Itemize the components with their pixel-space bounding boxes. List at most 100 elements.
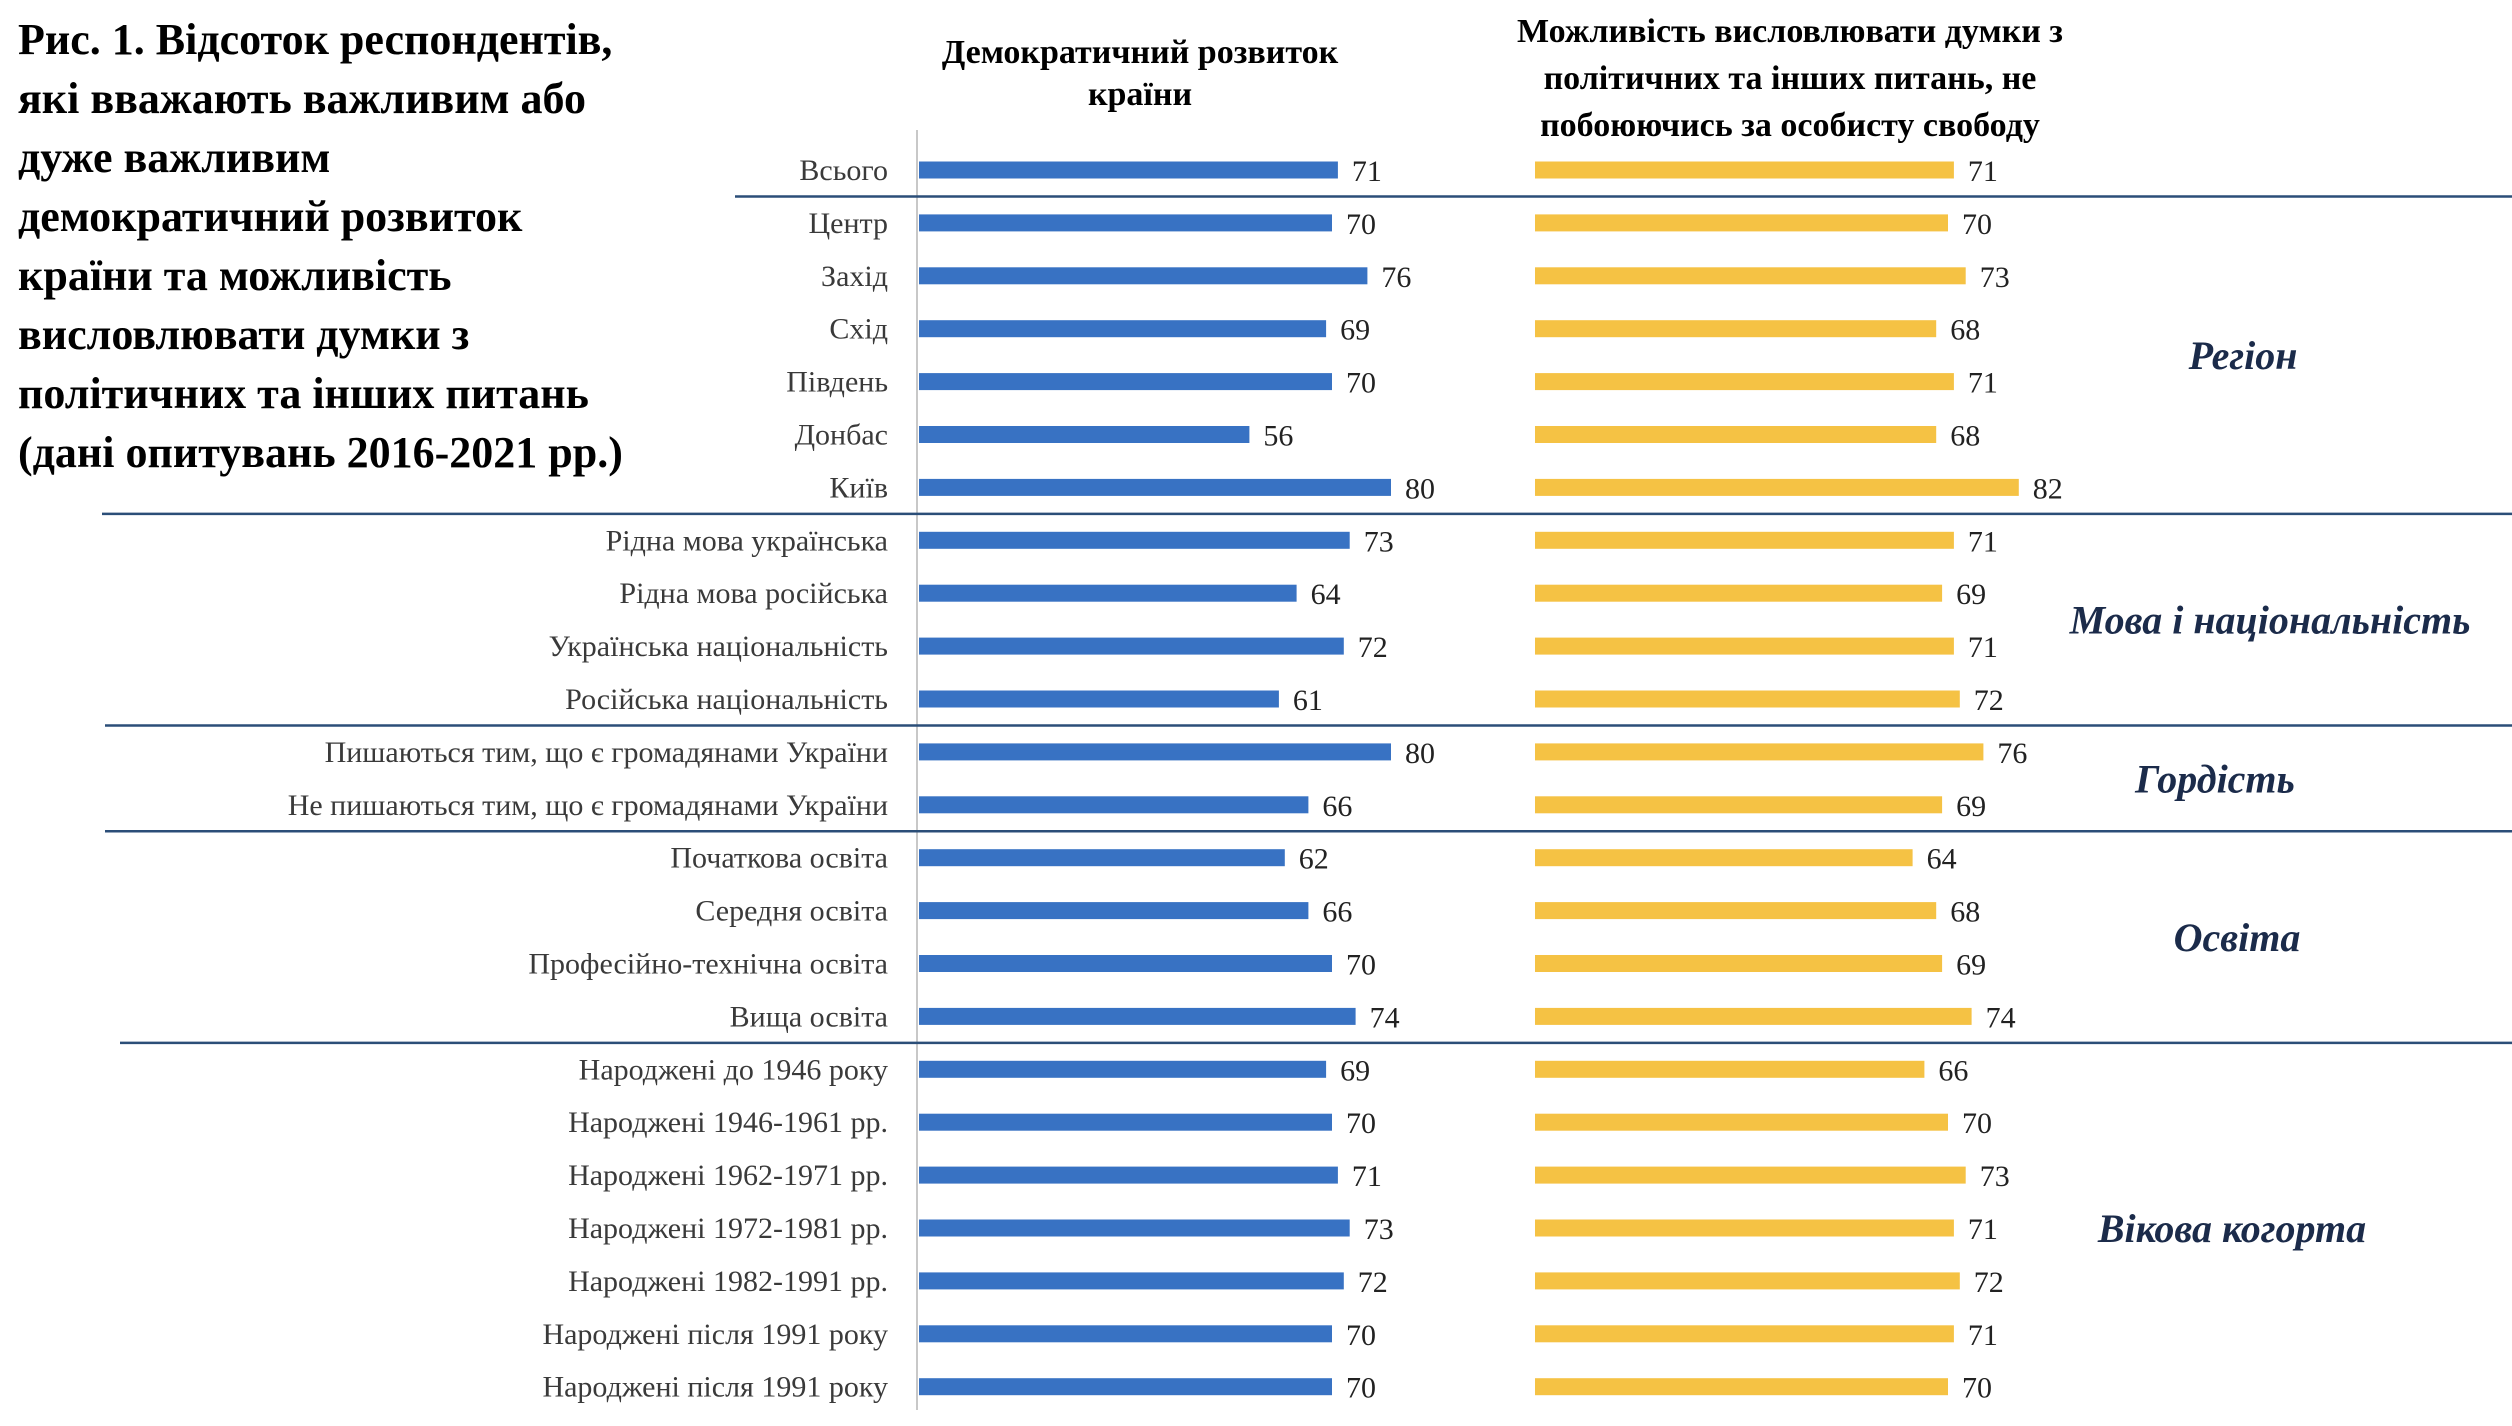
- value-label: 71: [1968, 367, 1998, 400]
- category-label: Пишаються тим, що є громадянами України: [325, 736, 888, 769]
- bar-democratic-development: [919, 1007, 1356, 1025]
- value-label: 80: [1405, 737, 1435, 770]
- bar-democratic-development: [919, 478, 1391, 496]
- category-label: Південь: [786, 366, 888, 399]
- figure-title-line: дуже важливим: [18, 133, 331, 182]
- bar-freedom-of-expression: [1535, 743, 1984, 761]
- value-label: 70: [1346, 1372, 1376, 1405]
- series-title-line: Можливість висловлювати думки з: [1517, 13, 2063, 50]
- bar-democratic-development: [919, 373, 1332, 391]
- bar-freedom-of-expression: [1535, 267, 1966, 285]
- value-label: 71: [1968, 525, 1998, 558]
- bar-democratic-development: [919, 1060, 1327, 1078]
- category-label: Професійно-технічна освіта: [528, 948, 888, 981]
- value-label: 76: [1997, 737, 2027, 770]
- value-label: 73: [1980, 261, 2010, 294]
- value-label: 70: [1346, 1319, 1376, 1352]
- bar-democratic-development: [919, 796, 1309, 814]
- value-label: 61: [1293, 684, 1323, 717]
- value-label: 72: [1974, 684, 2004, 717]
- value-label: 66: [1322, 790, 1352, 823]
- value-label: 69: [1340, 314, 1370, 347]
- value-label: 71: [1968, 631, 1998, 664]
- category-label: Народжені після 1991 року: [542, 1318, 888, 1351]
- category-label: Не пишаються тим, що є громадянами Украї…: [288, 789, 888, 822]
- category-label: Захід: [821, 260, 888, 293]
- bar-democratic-development: [919, 743, 1391, 761]
- category-label: Вища освіта: [730, 1000, 888, 1033]
- category-label: Російська національність: [565, 683, 888, 716]
- bar-democratic-development: [919, 637, 1344, 655]
- category-label: Схід: [829, 313, 888, 346]
- bar-democratic-development: [919, 690, 1279, 708]
- bar-democratic-development: [919, 426, 1250, 443]
- category-label: Початкова освіта: [670, 842, 888, 875]
- bar-freedom-of-expression: [1535, 373, 1954, 391]
- category-label: Народжені до 1946 року: [579, 1053, 888, 1086]
- value-label: 71: [1968, 155, 1998, 188]
- value-label: 70: [1346, 949, 1376, 982]
- value-label: 73: [1980, 1160, 2010, 1193]
- category-label: Народжені 1972-1981 рр.: [568, 1212, 888, 1245]
- bar-freedom-of-expression: [1535, 1166, 1966, 1184]
- value-label: 64: [1927, 843, 1957, 876]
- series-title-line: політичних та інших питань, не: [1543, 60, 2037, 97]
- value-label: 71: [1968, 1213, 1998, 1246]
- bar-freedom-of-expression: [1535, 1325, 1954, 1343]
- category-label: Народжені 1962-1971 рр.: [568, 1159, 888, 1192]
- value-label: 64: [1311, 578, 1341, 611]
- bar-freedom-of-expression: [1535, 1007, 1972, 1025]
- group-label-гордість: Гордість: [2134, 756, 2295, 801]
- category-label: Київ: [829, 471, 888, 504]
- bar-freedom-of-expression: [1535, 902, 1937, 920]
- bar-freedom-of-expression: [1535, 214, 1948, 232]
- bar-freedom-of-expression: [1535, 690, 1960, 708]
- bar-democratic-development: [919, 161, 1338, 179]
- bar-democratic-development: [919, 1166, 1338, 1184]
- value-label: 72: [1974, 1266, 2004, 1299]
- series-title-line: Демократичний розвиток: [941, 34, 1339, 71]
- bar-freedom-of-expression: [1535, 531, 1954, 549]
- bar-democratic-development: [919, 267, 1368, 285]
- bar-freedom-of-expression: [1535, 955, 1943, 972]
- category-label: Народжені після 1991 року: [542, 1371, 888, 1404]
- category-label: Народжені 1946-1961 рр.: [568, 1106, 888, 1139]
- bar-democratic-development: [919, 214, 1332, 232]
- bar-freedom-of-expression: [1535, 1113, 1948, 1131]
- value-label: 70: [1962, 208, 1992, 241]
- category-label: Рідна мова російська: [619, 577, 888, 610]
- bar-democratic-development: [919, 849, 1285, 867]
- value-label: 70: [1962, 1372, 1992, 1405]
- category-label: Народжені 1982-1991 рр.: [568, 1265, 888, 1298]
- bar-democratic-development: [919, 1378, 1332, 1396]
- value-label: 70: [1346, 208, 1376, 241]
- value-label: 71: [1968, 1319, 1998, 1352]
- bar-democratic-development: [919, 902, 1309, 920]
- figure-title: Рис. 1. Відсоток респондентів, які вважа…: [18, 10, 738, 482]
- category-label: Середня освіта: [695, 895, 888, 928]
- bar-freedom-of-expression: [1535, 1272, 1960, 1290]
- value-label: 62: [1299, 843, 1329, 876]
- value-label: 72: [1358, 1266, 1388, 1299]
- value-label: 70: [1346, 367, 1376, 400]
- bar-freedom-of-expression: [1535, 161, 1954, 179]
- group-label-регіон: Регіон: [2188, 333, 2298, 378]
- value-label: 66: [1938, 1054, 1968, 1087]
- category-label: Всього: [799, 154, 888, 187]
- value-label: 76: [1381, 261, 1411, 294]
- value-label: 68: [1950, 896, 1980, 929]
- value-label: 68: [1950, 314, 1980, 347]
- value-label: 70: [1962, 1107, 1992, 1140]
- bar-democratic-development: [919, 1219, 1350, 1237]
- group-label-вікова-когорта: Вікова когорта: [2097, 1206, 2366, 1251]
- value-label: 69: [1340, 1054, 1370, 1087]
- value-label: 71: [1352, 155, 1382, 188]
- bar-democratic-development: [919, 1272, 1344, 1290]
- value-label: 82: [2033, 472, 2063, 505]
- figure-title-line: демократичний розвиток: [18, 192, 523, 241]
- category-label: Рідна мова українська: [606, 524, 888, 557]
- series-title-democratic-development: Демократичний розвиток країни: [885, 32, 1395, 116]
- figure-title-line: які вважають важливим або: [18, 74, 586, 123]
- figure-title-line: країни та можливість: [18, 251, 452, 300]
